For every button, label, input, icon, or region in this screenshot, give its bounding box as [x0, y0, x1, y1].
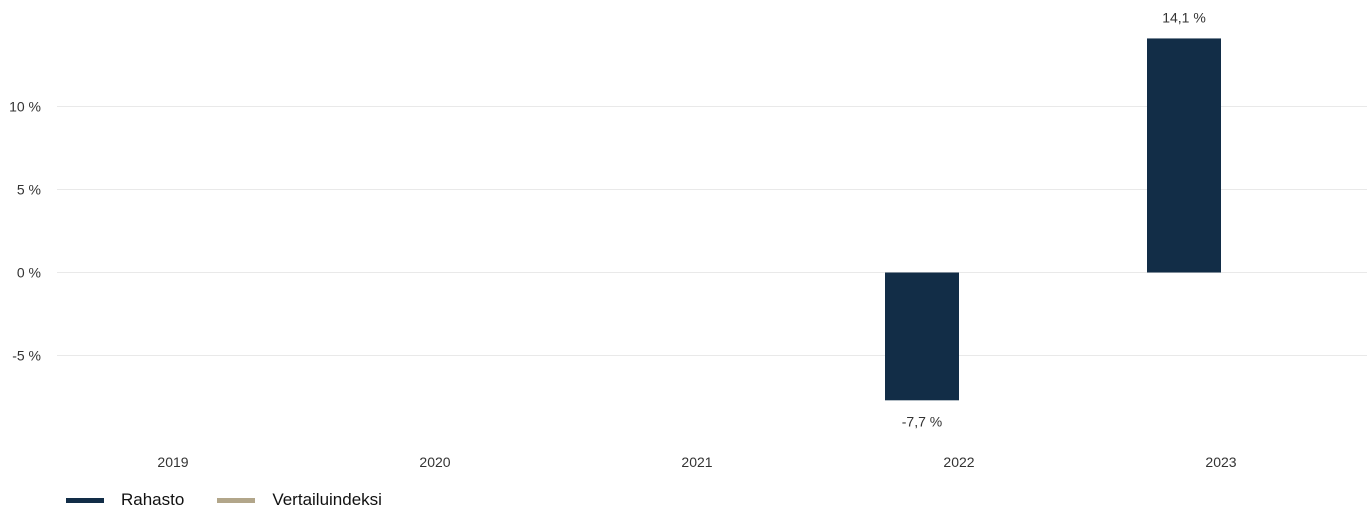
x-tick-label-2020: 2020: [419, 454, 450, 470]
bar-rahasto-2023[interactable]: [1147, 38, 1221, 273]
bar-value-label-2022: -7,7 %: [902, 413, 942, 429]
legend-item-vertailuindeksi[interactable]: Vertailuindeksi: [217, 490, 382, 510]
bar-rahasto-2022[interactable]: [885, 272, 959, 401]
x-tick-label-2019: 2019: [157, 454, 188, 470]
x-tick-label-2021: 2021: [681, 454, 712, 470]
legend-label-rahasto: Rahasto: [121, 490, 185, 509]
legend-label-vertailuindeksi: Vertailuindeksi: [272, 490, 382, 509]
y-axis-tick-labels: 10 % 5 % 0 % -5 %: [9, 99, 41, 364]
legend-item-rahasto[interactable]: Rahasto: [66, 490, 184, 510]
legend: Rahasto Vertailuindeksi: [66, 490, 382, 510]
y-tick-label-2: 0 %: [17, 265, 41, 281]
x-tick-label-2023: 2023: [1205, 454, 1236, 470]
y-tick-label-3: -5 %: [12, 348, 41, 364]
y-tick-label-0: 10 %: [9, 99, 41, 115]
y-tick-label-1: 5 %: [17, 182, 41, 198]
bar-value-labels: -7,7 % 14,1 %: [902, 9, 1206, 429]
legend-swatch-vertailuindeksi: [217, 497, 256, 503]
legend-swatch-rahasto: [66, 497, 104, 503]
x-tick-label-2022: 2022: [943, 454, 974, 470]
x-axis-tick-labels: 2019 2020 2021 2022 2023: [157, 454, 1236, 470]
bars: [885, 38, 1221, 401]
bar-value-label-2023: 14,1 %: [1162, 9, 1206, 25]
bar-chart: 10 % 5 % 0 % -5 % -7,7 % 14,1 % 2019 2020 2021…: [9, 9, 1367, 470]
